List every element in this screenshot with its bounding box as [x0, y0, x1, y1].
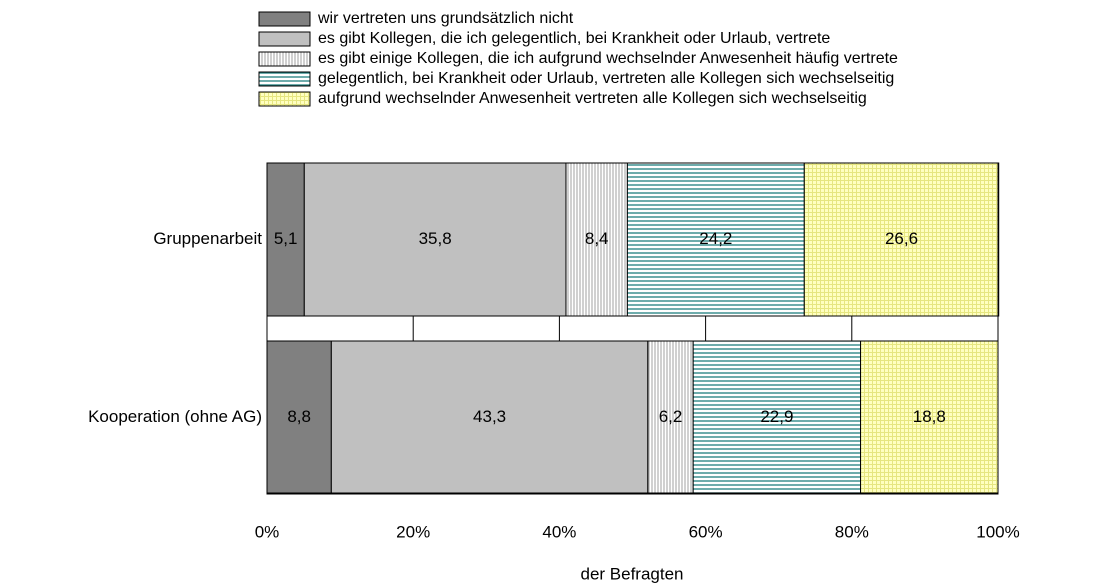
legend-label: es gibt einige Kollegen, die ich aufgrun… — [318, 50, 898, 67]
value-label: 22,9 — [760, 407, 793, 426]
bar-segment — [647, 340, 694, 495]
bar-segment — [330, 340, 649, 495]
value-label: 18,8 — [913, 407, 946, 426]
bar-segment — [266, 340, 332, 495]
x-tick-label: 20% — [396, 522, 430, 541]
y-tick-label: Kooperation (ohne AG) — [88, 407, 262, 426]
value-label: 26,6 — [885, 229, 918, 248]
value-label: 24,2 — [699, 229, 732, 248]
x-tick-label: 0% — [255, 522, 280, 541]
legend-swatch — [258, 11, 311, 27]
bar-segment — [803, 162, 1000, 317]
legend-swatch — [258, 31, 311, 47]
x-axis-label: der Befragten — [580, 564, 683, 583]
legend-label: wir vertreten uns grundsätzlich nicht — [317, 10, 574, 27]
value-label: 43,3 — [473, 407, 506, 426]
x-tick-label: 60% — [689, 522, 723, 541]
value-label: 35,8 — [419, 229, 452, 248]
bar-segment — [266, 162, 305, 317]
bar-segment — [860, 340, 999, 495]
value-label: 6,2 — [659, 407, 683, 426]
x-tick-label: 80% — [835, 522, 869, 541]
x-tick-label: 100% — [976, 522, 1019, 541]
y-tick-label: Gruppenarbeit — [153, 229, 262, 248]
value-label: 8,8 — [287, 407, 311, 426]
legend-label: gelegentlich, bei Krankheit oder Urlaub,… — [318, 70, 894, 87]
legend-label: es gibt Kollegen, die ich gelegentlich, … — [318, 30, 830, 47]
value-label: 8,4 — [585, 229, 609, 248]
bar-segment — [692, 340, 862, 495]
value-label: 5,1 — [274, 229, 298, 248]
plot-frame — [266, 162, 999, 494]
legend-swatch — [258, 71, 311, 87]
legend-label: aufgrund wechselnder Anwesenheit vertret… — [318, 90, 867, 107]
legend-swatch — [258, 51, 311, 67]
legend-swatch — [258, 91, 311, 107]
x-tick-label: 40% — [542, 522, 576, 541]
